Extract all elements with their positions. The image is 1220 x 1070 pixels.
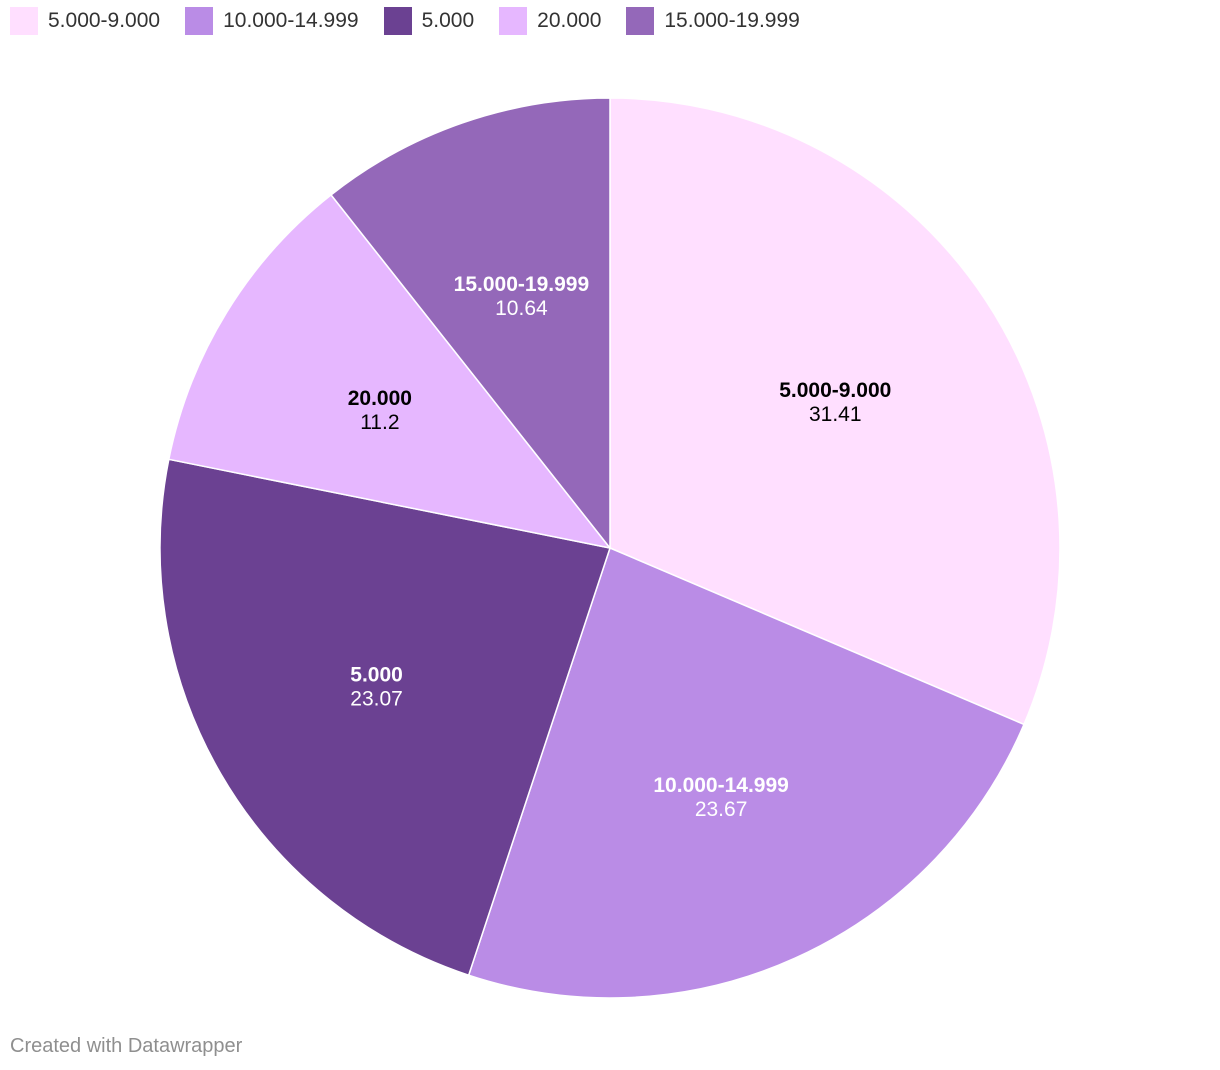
- slice-label: 5.000: [350, 664, 403, 687]
- slice-label: 5.000-9.000: [779, 379, 891, 402]
- pie-slice: [467, 547, 1025, 999]
- legend-item: 10.000-14.999: [185, 7, 359, 35]
- legend-item: 15.000-19.999: [626, 7, 800, 35]
- legend-item: 5.000-9.000: [10, 7, 160, 35]
- legend-swatch: [383, 7, 412, 35]
- legend-label: 15.000-19.999: [664, 9, 800, 32]
- legend-swatch: [185, 7, 214, 35]
- legend-label: 5.000-9.000: [48, 9, 161, 32]
- legend-item: 5.000: [383, 7, 475, 35]
- slice-value-label: 23.67: [695, 798, 748, 821]
- slice-label: 10.000-14.999: [653, 774, 788, 797]
- slice-value-label: 23.07: [350, 688, 403, 711]
- legend-label: 10.000-14.999: [223, 9, 359, 32]
- legend-label: 20.000: [537, 9, 602, 32]
- pie-slice: [330, 97, 611, 549]
- credit-text: Created with Datawrapper: [10, 1035, 243, 1057]
- legend-swatch: [626, 7, 655, 35]
- legend-item: 20.000: [499, 7, 601, 35]
- pie-slice: [168, 194, 611, 549]
- slice-label: 15.000-19.999: [454, 273, 589, 296]
- slice-value-label: 10.64: [495, 297, 548, 320]
- pie-chart: 5.000-9.00031.4110.000-14.99923.675.0002…: [159, 97, 1061, 999]
- slice-value-label: 31.41: [809, 403, 862, 426]
- pie-slices: [159, 97, 1061, 999]
- legend-swatch: [499, 7, 528, 35]
- pie-labels: 5.000-9.00031.4110.000-14.99923.675.0002…: [348, 273, 892, 821]
- pie-slice: [159, 458, 611, 976]
- legend-label: 5.000: [421, 9, 475, 32]
- slice-label: 20.000: [348, 387, 412, 410]
- slice-value-label: 11.2: [360, 411, 399, 434]
- chart-legend: 5.000-9.000 10.000-14.999 5.000 20.000 1…: [10, 6, 825, 36]
- legend-swatch: [10, 7, 38, 35]
- pie-slice: [609, 97, 1061, 726]
